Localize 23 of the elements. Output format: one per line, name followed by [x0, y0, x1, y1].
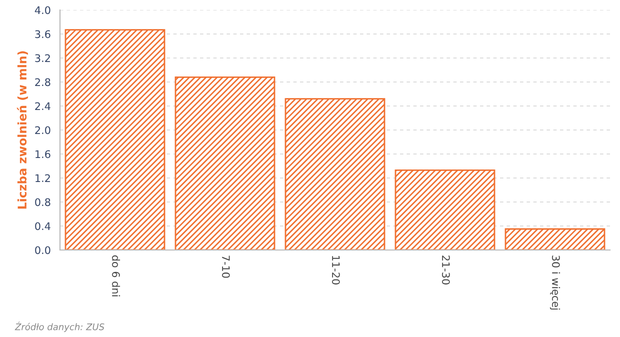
- y-tick-label: 3.2: [35, 54, 50, 62]
- y-tick-label: 0.4: [35, 222, 50, 230]
- x-tick-label: 30 i więcej: [550, 256, 560, 310]
- text: Źródło danych: ZUS: [14, 322, 104, 332]
- x-tick-label: do 6 dni: [112, 255, 120, 296]
- x-tick-label: 21-30: [442, 256, 450, 284]
- y-tick-label: 1.2: [36, 174, 50, 182]
- y-tick-label: 1.6: [36, 150, 50, 158]
- y-axis-title: Liczba zwolnień (w mln): [16, 51, 28, 209]
- y-tick-label: 3.6: [35, 30, 50, 38]
- bar: [284, 98, 386, 250]
- y-tick-label: 2.4: [35, 102, 50, 110]
- y-tick-label: 4.0: [34, 6, 50, 14]
- y-tick-label: 2.8: [35, 78, 50, 86]
- x-tick-label: 7-10: [222, 256, 230, 278]
- y-tick-label: 0.8: [35, 198, 50, 206]
- bar: [174, 76, 276, 250]
- bar: [504, 228, 606, 250]
- x-tick-label: 11-20: [332, 256, 340, 284]
- bar: [394, 170, 496, 250]
- bar: [64, 29, 166, 250]
- y-tick-label: 2.0: [35, 126, 50, 134]
- y-tick-label: 0.0: [35, 246, 50, 254]
